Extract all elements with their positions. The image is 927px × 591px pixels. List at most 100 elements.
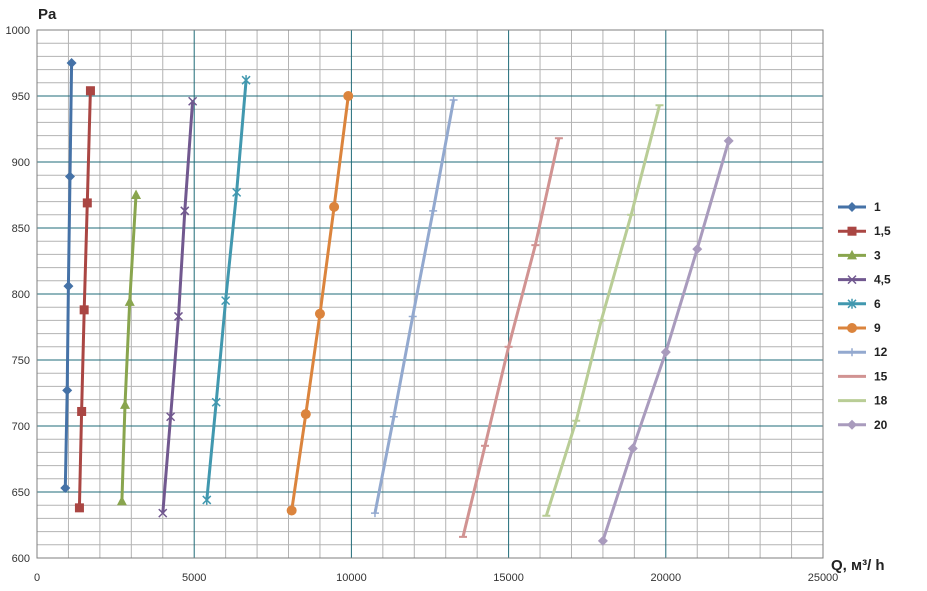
data-point <box>65 171 76 182</box>
legend-item: 18 <box>838 394 888 408</box>
legend-swatch-marker <box>848 348 856 357</box>
data-point <box>188 96 198 106</box>
data-point <box>449 95 458 104</box>
y-tick-label: 650 <box>12 487 30 499</box>
series-15 <box>459 137 563 538</box>
legend-item: 12 <box>838 345 888 359</box>
data-point <box>82 198 92 208</box>
series-1-5 <box>74 86 95 513</box>
data-point <box>300 409 311 420</box>
data-point <box>343 91 354 101</box>
legend-label: 18 <box>874 394 888 408</box>
data-point <box>173 311 184 321</box>
legend-label: 1 <box>874 200 881 214</box>
data-point <box>723 135 734 146</box>
data-point <box>329 201 340 212</box>
legend-swatch-marker <box>847 419 857 430</box>
data-point <box>221 295 231 306</box>
data-point <box>62 385 73 396</box>
data-point <box>660 347 671 358</box>
legend-item: 15 <box>838 369 888 383</box>
series-6 <box>202 75 251 505</box>
legend-item: 1,5 <box>838 224 891 238</box>
x-tick-label: 15000 <box>493 572 524 584</box>
legend-item: 1 <box>838 200 881 214</box>
x-tick-label: 5000 <box>182 572 206 584</box>
series-4-5 <box>158 96 198 518</box>
data-point <box>692 244 703 255</box>
y-tick-label: 750 <box>12 355 30 367</box>
x-axis-title: Q, м³/ h <box>831 557 885 574</box>
x-tick-label: 10000 <box>336 572 367 584</box>
data-point <box>408 312 417 321</box>
y-tick-label: 800 <box>12 289 30 301</box>
data-point <box>370 509 379 518</box>
legend-item: 3 <box>838 248 881 262</box>
data-point <box>429 206 438 215</box>
series-line <box>120 194 138 502</box>
legend-swatch-marker <box>847 202 857 212</box>
data-point <box>79 305 89 315</box>
legend-item: 4,5 <box>838 273 891 287</box>
legend-label: 9 <box>874 321 881 335</box>
y-tick-label: 700 <box>12 421 30 433</box>
y-tick-label: 850 <box>12 223 30 235</box>
legend-label: 20 <box>874 418 888 432</box>
data-point <box>116 495 127 506</box>
data-point <box>597 535 608 546</box>
data-point <box>180 206 190 216</box>
data-point <box>202 494 212 505</box>
legend-swatch-marker <box>847 249 857 260</box>
legend-item: 20 <box>838 418 888 432</box>
data-point <box>77 406 87 416</box>
data-point <box>314 308 325 319</box>
series-3 <box>116 189 142 506</box>
legend-label: 3 <box>874 248 881 262</box>
legend-item: 9 <box>838 321 881 335</box>
x-axis-tick-labels: 0 5000 10000 15000 20000 25000 <box>34 572 838 584</box>
series-18 <box>542 104 664 517</box>
y-tick-label: 600 <box>12 553 30 565</box>
legend-label: 12 <box>874 345 888 359</box>
data-point <box>627 443 638 454</box>
legend-label: 4,5 <box>874 273 891 287</box>
data-point <box>63 281 74 292</box>
x-tick-label: 25000 <box>808 572 839 584</box>
legend-swatch-marker <box>847 275 857 285</box>
y-tick-label: 1000 <box>6 25 30 37</box>
data-point <box>286 505 297 516</box>
series-layer <box>60 58 734 546</box>
data-point <box>120 399 131 409</box>
plot-area-frame <box>36 29 824 559</box>
data-point <box>158 508 168 518</box>
data-point <box>124 296 135 306</box>
y-tick-label: 950 <box>12 91 30 103</box>
legend-label: 15 <box>874 369 888 383</box>
legend-swatch-marker <box>847 298 857 309</box>
series-12 <box>370 95 458 518</box>
grid-major <box>36 29 824 559</box>
legend-swatch-marker <box>847 323 857 333</box>
data-point <box>131 189 142 199</box>
series-20 <box>597 135 734 546</box>
legend-label: 6 <box>874 297 881 311</box>
data-point <box>60 483 71 494</box>
data-point <box>74 503 84 513</box>
data-point <box>232 187 242 198</box>
y-tick-label: 900 <box>12 157 30 169</box>
legend-label: 1,5 <box>874 224 891 238</box>
y-axis-title: Pa <box>38 6 57 23</box>
legend: 1 1,5 3 4,5 6 9 12 15 18 20 <box>838 200 891 432</box>
y-axis-tick-labels: 600 650 700 750 800 850 900 950 1000 <box>6 25 30 565</box>
data-point <box>389 412 398 421</box>
series-1 <box>60 58 77 494</box>
x-tick-label: 20000 <box>651 572 682 584</box>
data-point <box>166 412 176 422</box>
x-tick-label: 0 <box>34 572 40 584</box>
data-point <box>241 75 251 86</box>
legend-item: 6 <box>838 297 881 311</box>
data-point <box>66 58 77 68</box>
legend-swatch-marker <box>847 226 857 236</box>
